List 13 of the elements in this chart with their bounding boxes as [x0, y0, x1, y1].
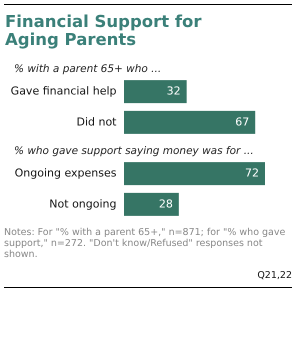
data-label: 67	[235, 115, 250, 128]
text: Notes: For "% with a parent 65+," n=871; for "% who gave support," n=272. "Don't know/Refused" responses not shown.	[4, 227, 286, 260]
chart-title: Financial Support for Aging Parents	[5, 12, 203, 49]
y-tick-label: Gave financial help	[10, 84, 117, 98]
data-label: 32	[166, 84, 181, 98]
data-label: 28	[158, 197, 173, 210]
chart-title: % who gave support saying money was for ...	[14, 145, 255, 157]
y-tick-label: Ongoing expenses	[14, 166, 117, 180]
text: Q21,22	[256, 270, 292, 281]
y-tick-label: Not ongoing	[49, 197, 116, 210]
chart-subtitle: % with a parent 65+ who ...	[14, 63, 162, 75]
y-tick-label: Did not	[76, 115, 118, 128]
data-label: 72	[245, 166, 259, 180]
